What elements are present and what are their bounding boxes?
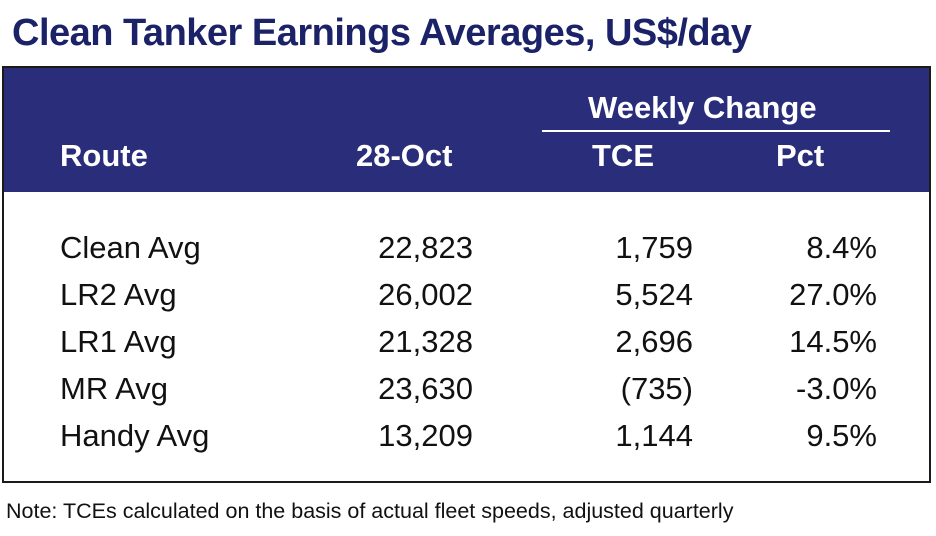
table-body: Clean Avg 22,823 1,759 8.4% LR2 Avg 26,0… <box>4 228 929 463</box>
pct-change-cell: 14.5% <box>789 324 877 359</box>
value-cell: 26,002 <box>378 277 473 312</box>
route-cell: LR2 Avg <box>60 277 177 312</box>
value-cell: 21,328 <box>378 324 473 359</box>
pct-change-cell: -3.0% <box>796 371 877 406</box>
route-cell: Handy Avg <box>60 418 210 453</box>
route-column-header: Route <box>60 138 148 173</box>
tce-change-cell: 1,144 <box>615 418 693 453</box>
tce-change-cell: 2,696 <box>615 324 693 359</box>
weekly-change-underline <box>542 130 890 132</box>
table-header: Weekly Change Route 28-Oct TCE Pct <box>4 68 929 192</box>
earnings-table: Weekly Change Route 28-Oct TCE Pct Clean… <box>2 66 931 483</box>
tce-change-cell: (735) <box>620 371 693 406</box>
tce-change-cell: 5,524 <box>615 277 693 312</box>
pct-change-cell: 9.5% <box>806 418 877 453</box>
value-cell: 23,630 <box>378 371 473 406</box>
weekly-change-header: Weekly Change <box>588 90 817 125</box>
tce-column-header: TCE <box>592 138 654 173</box>
table-row: LR2 Avg 26,002 5,524 27.0% <box>4 275 929 322</box>
page-title: Clean Tanker Earnings Averages, US$/day <box>12 12 752 54</box>
route-cell: MR Avg <box>60 371 168 406</box>
tce-change-cell: 1,759 <box>615 230 693 265</box>
pct-change-cell: 27.0% <box>789 277 877 312</box>
table-row: MR Avg 23,630 (735) -3.0% <box>4 369 929 416</box>
pct-change-cell: 8.4% <box>806 230 877 265</box>
table-row: LR1 Avg 21,328 2,696 14.5% <box>4 322 929 369</box>
table-row: Handy Avg 13,209 1,144 9.5% <box>4 416 929 463</box>
value-cell: 22,823 <box>378 230 473 265</box>
route-cell: LR1 Avg <box>60 324 177 359</box>
footnote: Note: TCEs calculated on the basis of ac… <box>6 499 734 523</box>
pct-column-header: Pct <box>776 138 825 173</box>
route-cell: Clean Avg <box>60 230 201 265</box>
table-row: Clean Avg 22,823 1,759 8.4% <box>4 228 929 275</box>
date-column-header: 28-Oct <box>356 138 453 173</box>
value-cell: 13,209 <box>378 418 473 453</box>
